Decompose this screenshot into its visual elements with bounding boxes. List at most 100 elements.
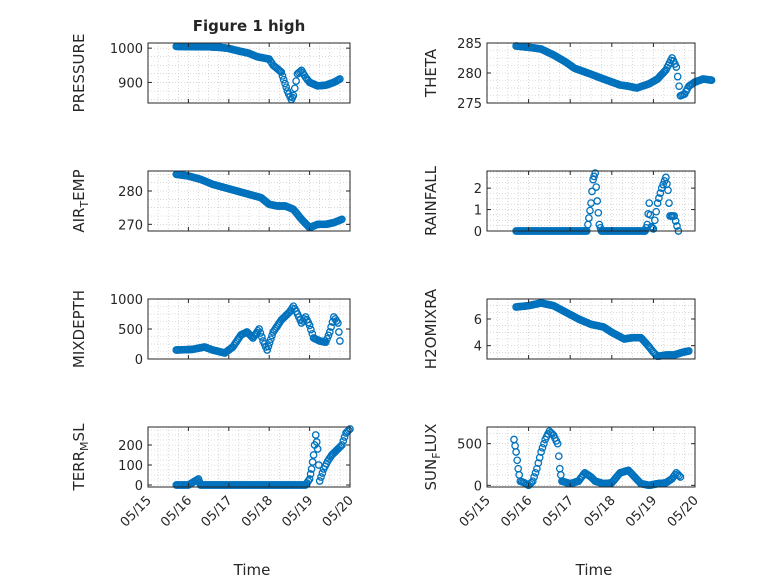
y-tick-label: 0 — [474, 479, 482, 494]
axes-box — [147, 170, 351, 232]
data-point — [656, 189, 665, 197]
data-point — [313, 445, 322, 453]
data-point — [649, 225, 658, 233]
y-tick-label: 900 — [118, 76, 143, 91]
data-point — [647, 222, 656, 231]
y-tick-label: 275 — [457, 97, 482, 112]
data-point — [290, 84, 299, 93]
data-point — [591, 169, 600, 177]
data-point — [336, 337, 344, 345]
data-point — [275, 66, 283, 75]
y-axis-label: RAINFALL — [422, 165, 440, 236]
y-axis-label: SUNFLUX — [422, 424, 443, 491]
data-point — [553, 439, 562, 448]
data-point — [673, 222, 681, 230]
data-point — [675, 82, 683, 91]
x-tick-label: 05/17 — [199, 493, 236, 530]
data-point — [590, 172, 598, 181]
data-point — [655, 194, 663, 202]
y-tick-label: 200 — [118, 439, 143, 454]
data-point — [592, 183, 601, 191]
data-point — [540, 439, 548, 448]
data-point — [312, 438, 321, 446]
data-point — [318, 469, 327, 477]
subplot-air_temp: 270 280 AIRTEMP — [70, 169, 351, 233]
y-tick-label: 4 — [474, 340, 482, 355]
data-point — [257, 333, 266, 341]
subplot-terr_msl: 0 100 200 05/15 05/16 05/17 05/18 05/19 05/20 TER… — [70, 423, 357, 579]
data-point — [324, 331, 333, 340]
data-point — [317, 473, 325, 481]
data-point — [264, 342, 273, 351]
data-point — [325, 328, 334, 336]
data-point — [307, 465, 316, 473]
y-axis-label: TERRMSL — [70, 423, 91, 492]
data-point — [652, 207, 661, 216]
x-tick-label: 05/18 — [582, 493, 619, 530]
data-point — [531, 468, 540, 477]
data-point — [538, 443, 547, 452]
y-tick-label: 280 — [457, 67, 482, 82]
data-point — [537, 448, 545, 456]
data-point — [653, 199, 662, 207]
data-point — [308, 458, 317, 466]
data-point — [671, 217, 680, 225]
x-tick-label: 05/16 — [158, 493, 195, 530]
data-point — [305, 475, 314, 483]
data-point — [246, 331, 255, 340]
y-axis-label: MIXDEPTH — [70, 290, 88, 368]
data-point — [659, 180, 667, 189]
data-point — [645, 199, 654, 207]
x-tick-label: 05/15 — [118, 493, 155, 530]
data-point — [684, 347, 693, 355]
x-axis-label: Time — [233, 561, 271, 579]
data-point — [512, 448, 520, 456]
y-tick-label: 0 — [135, 353, 143, 368]
subplot-pressure: 900 1000 PRESSURE Figure 1 high — [70, 17, 351, 113]
x-tick-label: 05/19 — [279, 493, 316, 530]
y-axis-label: THETA — [422, 48, 440, 98]
subplot-mixdepth: 0 500 1000 MIXDEPTH — [70, 290, 351, 368]
x-tick-label: 05/20 — [665, 493, 702, 530]
data-point — [664, 186, 672, 195]
data-point — [672, 63, 681, 71]
y-tick-label: 2 — [474, 182, 482, 197]
y-tick-label: 0 — [474, 225, 482, 240]
subplot-sun_flux: 0 500 05/15 05/16 05/17 05/18 05/19 05/20 SUNFLU… — [422, 424, 702, 579]
x-tick-label: 05/18 — [239, 493, 276, 530]
data-point — [292, 77, 300, 85]
data-point — [585, 214, 593, 222]
data-point — [265, 338, 274, 347]
data-point — [306, 470, 315, 478]
y-tick-label: 1000 — [110, 42, 143, 57]
data-point — [665, 199, 673, 207]
data-point — [266, 335, 275, 344]
data-point — [263, 346, 272, 354]
data-point — [255, 325, 263, 333]
data-point — [588, 187, 596, 196]
y-tick-label: 6 — [474, 313, 482, 328]
data-point — [513, 456, 522, 465]
data-point — [327, 323, 335, 331]
chart-title: Figure 1 high — [193, 17, 306, 35]
data-point — [670, 212, 679, 220]
y-axis-label: PRESSURE — [70, 34, 88, 113]
data-point — [289, 91, 298, 100]
data-point — [530, 473, 538, 481]
x-tick-label: 05/19 — [623, 493, 660, 530]
data-point — [589, 175, 597, 184]
x-tick-label: 05/20 — [320, 493, 357, 530]
data-point — [305, 321, 314, 330]
data-point — [594, 208, 603, 217]
data-point — [278, 72, 287, 80]
y-tick-label: 500 — [118, 323, 143, 338]
data-point — [281, 79, 289, 88]
data-point — [339, 437, 348, 445]
data-point — [336, 75, 344, 83]
data-point — [338, 441, 346, 449]
x-axis-label: Time — [575, 561, 613, 579]
data-point — [279, 75, 288, 84]
y-tick-label: 100 — [118, 459, 143, 474]
